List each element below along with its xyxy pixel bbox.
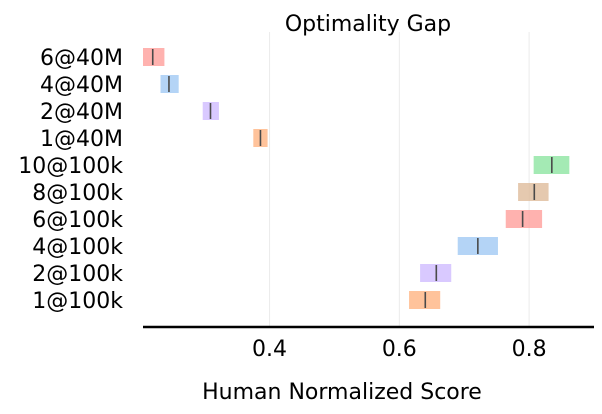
x-tick-label: 0.4 (252, 337, 287, 362)
category-label: 8@100k (32, 181, 123, 206)
chart-title: Optimality Gap (285, 12, 451, 37)
category-label: 2@40M (40, 100, 123, 125)
category-label: 6@100k (32, 208, 123, 233)
x-tick-labels: 0.4 0.6 0.8 (252, 337, 547, 362)
x-tick-label: 0.8 (512, 337, 547, 362)
category-label: 1@100k (32, 289, 123, 314)
gridlines (269, 32, 530, 327)
category-label: 4@100k (32, 235, 123, 260)
category-labels: 6@40M4@40M2@40M1@40M10@100k8@100k6@100k4… (18, 46, 123, 314)
category-label: 1@40M (40, 127, 123, 152)
category-label: 6@40M (40, 46, 123, 71)
interval-bar-8@100k (518, 183, 549, 201)
interval-bars (143, 48, 570, 309)
interval-bar-6@40M (143, 48, 165, 66)
x-tick-label: 0.6 (382, 337, 417, 362)
category-label: 2@100k (32, 262, 123, 287)
x-axis-label: Human Normalized Score (202, 380, 482, 405)
category-label: 4@40M (40, 73, 123, 98)
category-label: 10@100k (18, 154, 123, 179)
interval-bar-6@100k (505, 210, 543, 228)
